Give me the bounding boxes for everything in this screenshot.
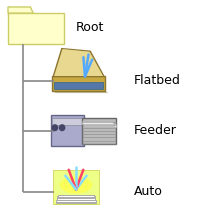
Text: Feeder: Feeder	[134, 124, 177, 137]
Polygon shape	[52, 90, 109, 93]
FancyBboxPatch shape	[56, 199, 96, 201]
Text: Auto: Auto	[134, 185, 163, 198]
Polygon shape	[8, 7, 33, 13]
FancyBboxPatch shape	[83, 123, 114, 126]
FancyBboxPatch shape	[57, 196, 95, 198]
Polygon shape	[54, 82, 103, 89]
FancyBboxPatch shape	[84, 124, 116, 127]
FancyBboxPatch shape	[50, 115, 84, 146]
Circle shape	[60, 125, 65, 131]
FancyBboxPatch shape	[53, 170, 99, 204]
Ellipse shape	[60, 176, 92, 194]
Polygon shape	[54, 49, 103, 76]
FancyBboxPatch shape	[57, 198, 95, 200]
Polygon shape	[52, 77, 105, 90]
FancyBboxPatch shape	[58, 195, 94, 197]
Text: Root: Root	[76, 21, 104, 34]
FancyBboxPatch shape	[8, 13, 64, 44]
FancyBboxPatch shape	[82, 118, 116, 144]
FancyBboxPatch shape	[52, 118, 83, 124]
FancyBboxPatch shape	[82, 121, 113, 124]
Polygon shape	[53, 49, 104, 77]
Circle shape	[52, 125, 58, 131]
FancyBboxPatch shape	[83, 119, 117, 145]
FancyBboxPatch shape	[56, 201, 96, 203]
Text: Flatbed: Flatbed	[134, 74, 181, 87]
